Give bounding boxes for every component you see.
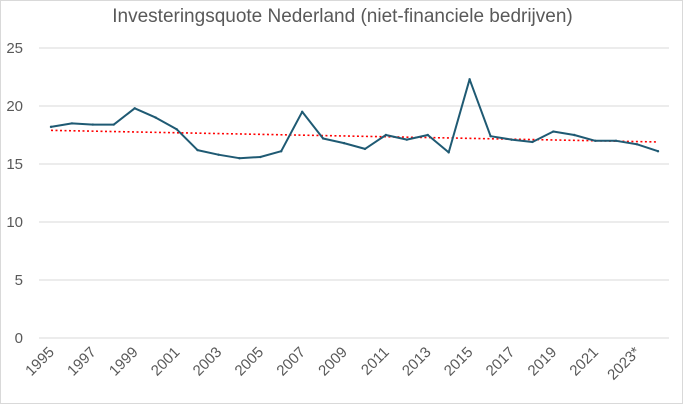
y-tick-label: 0 bbox=[15, 330, 23, 347]
data-point bbox=[552, 130, 555, 133]
data-point bbox=[112, 123, 115, 126]
y-tick-label: 25 bbox=[6, 40, 23, 57]
trendline bbox=[50, 129, 659, 143]
data-point bbox=[635, 143, 639, 146]
data-point bbox=[217, 153, 220, 156]
x-tick-label: 1995 bbox=[22, 344, 58, 380]
data-point bbox=[447, 151, 450, 154]
x-tick-label: 2023* bbox=[604, 344, 644, 384]
data-point bbox=[154, 116, 157, 119]
x-tick-label: 1997 bbox=[64, 344, 100, 380]
chart-title: Investeringsquote Nederland (niet-financ… bbox=[112, 6, 573, 27]
data-point bbox=[426, 133, 429, 137]
data-point bbox=[133, 107, 136, 110]
x-tick-label: 2021 bbox=[566, 344, 602, 380]
x-tick-label: 2003 bbox=[190, 344, 226, 380]
y-tick-label: 5 bbox=[15, 272, 23, 289]
y-tick-label: 10 bbox=[6, 214, 23, 231]
data-point bbox=[614, 139, 618, 142]
data-point bbox=[175, 128, 178, 131]
trendline-layer bbox=[50, 129, 659, 143]
x-tick-label: 2015 bbox=[441, 344, 477, 380]
x-tick-label: 2013 bbox=[399, 344, 435, 380]
data-point bbox=[196, 148, 199, 152]
data-point bbox=[70, 122, 74, 125]
x-tick-label: 2011 bbox=[358, 344, 393, 379]
x-tick-label: 2019 bbox=[525, 344, 561, 380]
series-layer bbox=[49, 78, 660, 160]
data-point bbox=[321, 137, 325, 140]
data-point bbox=[363, 147, 367, 151]
y-tick-label: 15 bbox=[6, 156, 23, 173]
x-tick-label: 2007 bbox=[273, 344, 309, 380]
x-axis-ticks: 1995 1997 1999 2001 2003 2005 2007 2009 2011 2013… bbox=[22, 344, 644, 384]
y-axis-ticks: 0 5 10 15 20 25 bbox=[6, 40, 23, 347]
x-tick-label: 2009 bbox=[315, 344, 351, 380]
y-tick-label: 20 bbox=[6, 98, 23, 115]
data-point bbox=[280, 150, 283, 153]
x-tick-label: 2017 bbox=[483, 344, 519, 380]
data-point bbox=[656, 150, 660, 153]
data-point bbox=[342, 141, 346, 145]
x-tick-label: 2001 bbox=[148, 344, 184, 380]
data-point bbox=[468, 78, 471, 81]
data-point bbox=[510, 138, 513, 141]
data-point bbox=[300, 110, 304, 114]
data-point bbox=[91, 123, 95, 126]
x-tick-label: 2005 bbox=[232, 344, 268, 380]
series-line bbox=[50, 78, 659, 160]
data-point bbox=[573, 133, 576, 137]
data-point bbox=[594, 139, 597, 142]
data-point bbox=[259, 155, 262, 159]
data-point bbox=[531, 140, 534, 144]
gridlines bbox=[39, 47, 669, 339]
data-point bbox=[384, 133, 388, 137]
data-point bbox=[238, 157, 241, 160]
x-tick-label: 1999 bbox=[106, 344, 142, 380]
data-point bbox=[49, 125, 53, 129]
data-point bbox=[489, 134, 492, 138]
data-point bbox=[405, 138, 409, 141]
